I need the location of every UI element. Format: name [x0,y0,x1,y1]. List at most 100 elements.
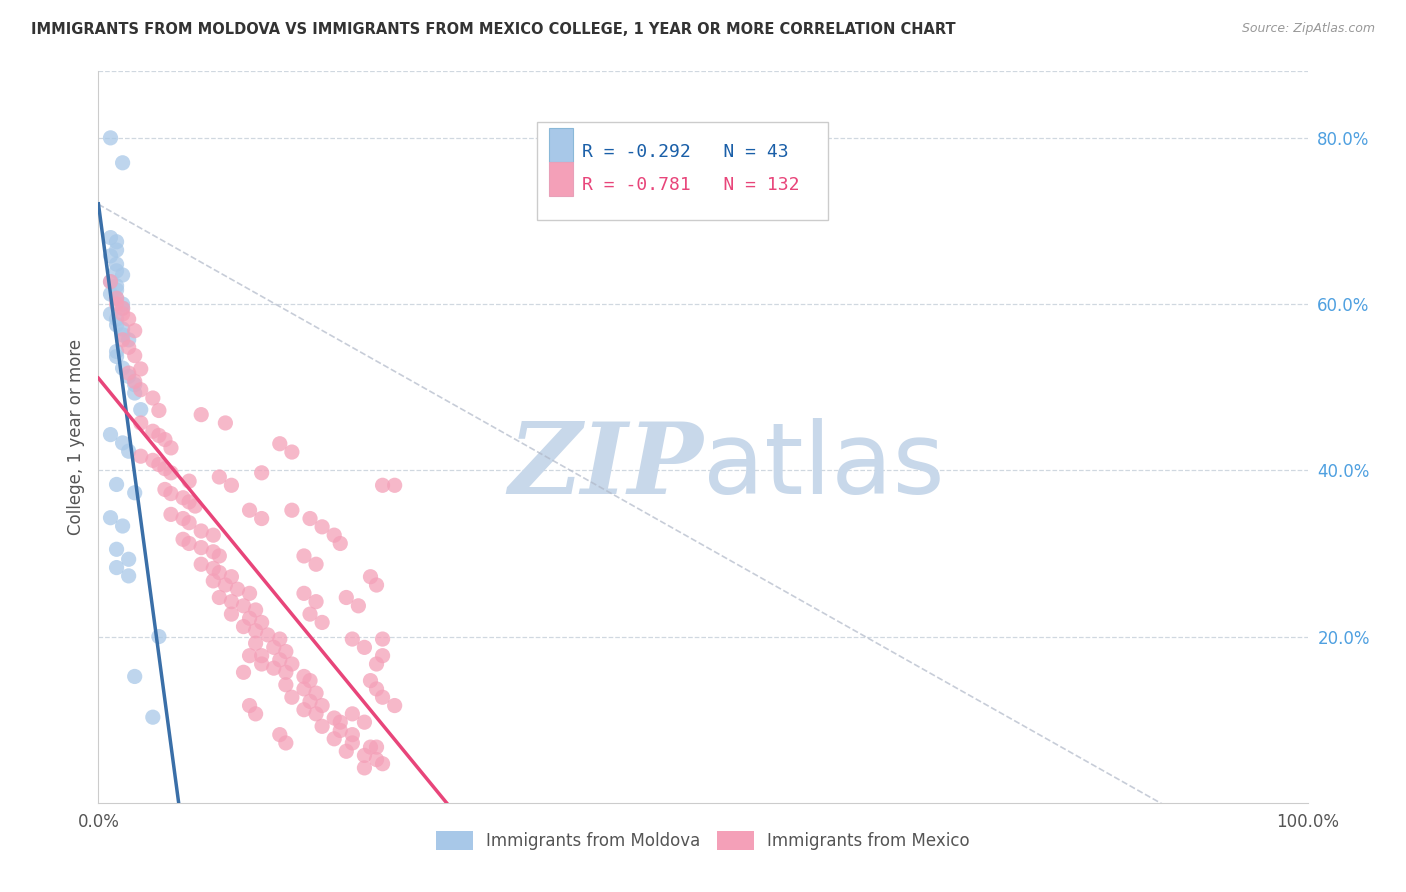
Point [105,560,128,574]
Point [129,402,152,417]
Point [305,558,328,572]
Point [153,483,176,497]
Point [105,291,128,305]
Point [329,723,352,738]
Point [179,495,201,509]
Point [124,375,146,389]
Point [124,349,146,363]
Point [305,686,328,700]
Point [111,327,134,342]
Point [299,694,322,708]
Point [226,582,249,597]
Point [153,433,176,447]
Point [263,661,285,675]
Point [281,657,304,671]
Point [214,416,236,430]
Point [239,611,262,625]
Point [172,511,194,525]
Point [299,511,322,525]
Point [190,558,212,572]
Point [202,574,225,588]
Point [299,607,322,621]
Point [160,508,183,522]
Point [148,428,170,442]
Point [100,275,122,289]
Point [335,744,357,758]
Point [245,636,267,650]
Point [105,477,128,491]
Point [274,665,297,680]
Point [274,644,297,658]
Point [353,715,375,730]
Point [202,528,225,542]
Point [160,486,183,500]
Point [100,131,122,145]
Point [335,591,357,605]
Point [250,511,273,525]
Point [342,706,364,721]
Point [371,756,394,771]
Point [148,403,170,417]
Point [111,307,134,321]
Point [292,703,315,717]
Point [329,536,352,550]
Point [118,444,141,458]
Point [323,711,346,725]
Point [129,449,152,463]
Point [239,648,262,663]
Point [250,648,273,663]
Point [118,340,141,354]
Legend: Immigrants from Moldova, Immigrants from Mexico: Immigrants from Moldova, Immigrants from… [430,824,976,856]
Point [111,519,134,533]
Point [148,458,170,472]
Point [129,383,152,397]
Point [124,669,146,683]
Point [269,632,291,646]
Point [305,594,328,608]
Point [160,441,183,455]
Point [129,416,152,430]
Point [100,249,122,263]
Point [311,520,333,534]
Point [142,391,165,405]
Point [190,524,212,538]
Point [360,570,382,584]
Point [111,155,134,169]
Text: atlas: atlas [703,417,945,515]
Point [105,243,128,257]
Point [111,361,134,376]
Point [305,706,328,721]
Point [311,615,333,630]
Point [124,485,146,500]
Point [232,665,254,680]
Point [111,297,134,311]
Point [299,673,322,688]
Point [208,591,231,605]
Point [214,578,236,592]
Point [208,566,231,580]
Point [142,424,165,438]
Point [281,690,304,705]
Point [105,350,128,364]
Point [221,478,243,492]
Point [148,630,170,644]
Point [384,698,406,713]
Point [202,545,225,559]
Point [366,578,388,592]
Point [353,761,375,775]
Point [100,427,122,442]
Point [118,569,141,583]
Point [100,230,122,244]
Point [292,681,315,696]
Point [371,478,394,492]
Point [366,740,388,755]
Point [172,533,194,547]
Point [342,736,364,750]
Point [269,653,291,667]
Point [100,510,122,524]
Text: R = -0.292   N = 43: R = -0.292 N = 43 [582,144,789,161]
Point [202,561,225,575]
Point [105,344,128,359]
Point [105,235,128,249]
Point [239,586,262,600]
